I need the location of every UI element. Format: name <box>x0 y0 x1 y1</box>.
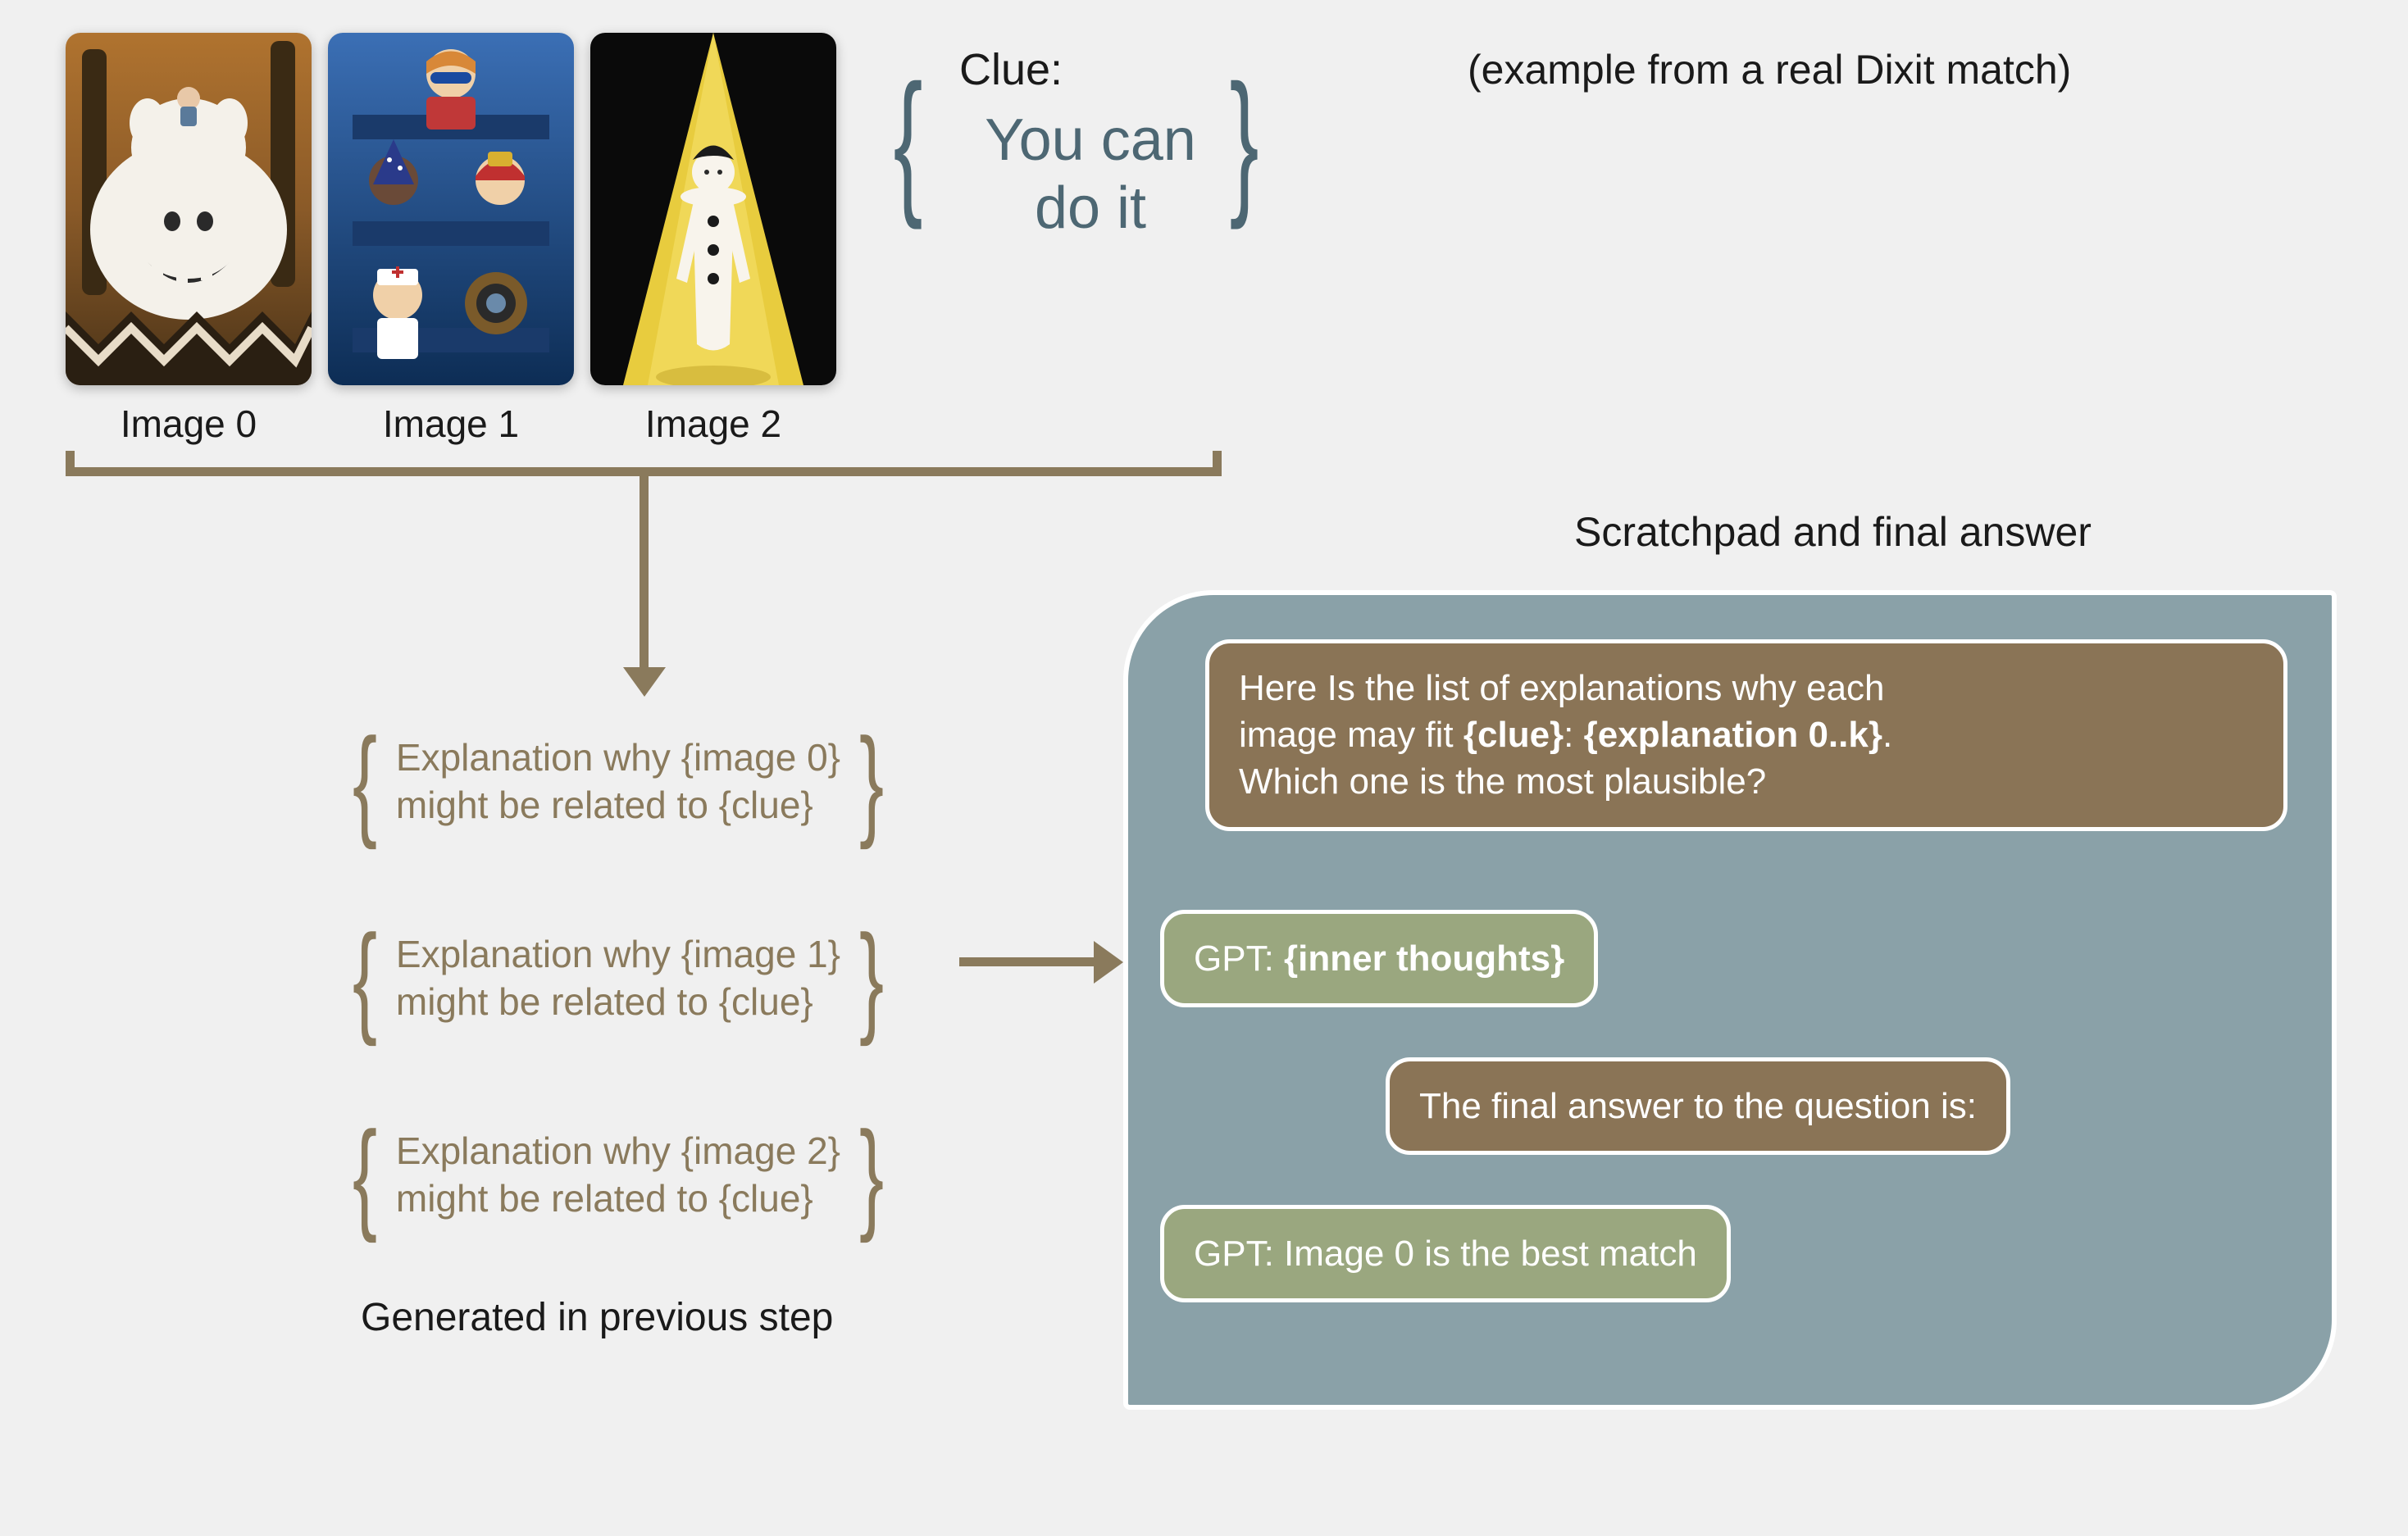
bracket-tick-right <box>1213 451 1222 475</box>
card-label-1: Image 1 <box>328 402 574 446</box>
bubble-prompt-l2: image may fit {clue}: {explanation 0..k}… <box>1239 715 1892 755</box>
generated-caption: Generated in previous step <box>361 1295 833 1340</box>
bracket-tick-left <box>66 451 75 475</box>
bubble-inner-text: GPT: {inner thoughts} <box>1194 938 1564 979</box>
bubble-final-answer-text: GPT: Image 0 is the best match <box>1194 1234 1697 1274</box>
bubble-final-prompt-text: The final answer to the question is: <box>1419 1086 1977 1126</box>
arrow-right-stem <box>959 957 1099 966</box>
expl0-l2: might be related to {clue} <box>396 784 813 826</box>
card-label-0: Image 0 <box>66 402 312 446</box>
clue-brace-right: } <box>1230 49 1259 233</box>
expl1-l2: might be related to {clue} <box>396 980 813 1023</box>
arrow-down-stem <box>640 467 649 672</box>
example-caption: (example from a real Dixit match) <box>1468 46 2071 93</box>
bubble-prompt-l1: Here Is the list of explanations why eac… <box>1239 668 1885 708</box>
expl0-l1: Explanation why {image 0} <box>396 736 840 779</box>
dixit-card-0 <box>66 33 312 385</box>
bubble-prompt: Here Is the list of explanations why eac… <box>1205 639 2287 831</box>
bubble-inner-thoughts: GPT: {inner thoughts} <box>1160 910 1598 1007</box>
dixit-card-2 <box>590 33 836 385</box>
clue-line2: do it <box>1035 175 1146 241</box>
bubble-final-answer: GPT: Image 0 is the best match <box>1160 1205 1731 1302</box>
explanation-1: { Explanation why {image 1} might be rel… <box>344 902 892 1056</box>
scratchpad-title: Scratchpad and final answer <box>1574 508 2092 556</box>
expl2-l1: Explanation why {image 2} <box>396 1129 840 1172</box>
clue-brace-left: { <box>894 49 923 233</box>
card-label-2: Image 2 <box>590 402 836 446</box>
clue-line1: You can <box>985 107 1196 173</box>
arrow-right-head <box>1094 941 1123 984</box>
arrow-down-head <box>623 667 666 697</box>
explanation-0: { Explanation why {image 0} might be rel… <box>344 705 892 859</box>
explanation-2: { Explanation why {image 2} might be rel… <box>344 1098 892 1252</box>
bubble-prompt-l3: Which one is the most plausible? <box>1239 761 1766 802</box>
expl1-l1: Explanation why {image 1} <box>396 933 840 975</box>
expl2-l2: might be related to {clue} <box>396 1177 813 1220</box>
clue-label: Clue: <box>959 44 1063 95</box>
bubble-final-prompt: The final answer to the question is: <box>1386 1057 2010 1155</box>
dixit-card-1 <box>328 33 574 385</box>
clue-text: You can do it <box>943 107 1238 243</box>
